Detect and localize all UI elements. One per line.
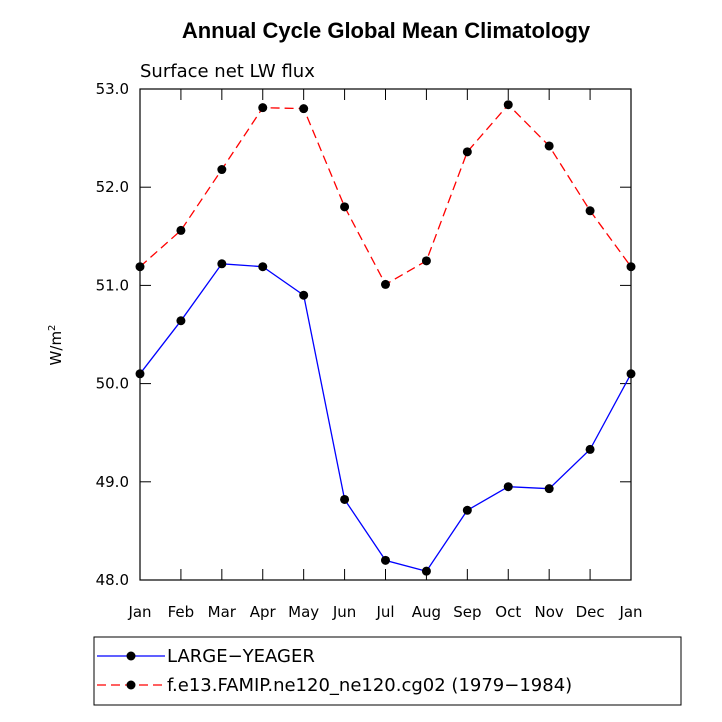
- plot-frame: [139, 88, 632, 581]
- chart-subtitle: Surface net LW flux: [140, 61, 315, 82]
- data-point: [135, 262, 145, 272]
- x-tick-label: Jan: [127, 603, 151, 621]
- data-point: [544, 484, 554, 494]
- data-point: [381, 279, 390, 289]
- legend-label-large-yeager: LARGE−YEAGER: [167, 646, 315, 667]
- data-point: [258, 262, 268, 272]
- y-tick-label: 53.0: [96, 80, 129, 98]
- x-tick-label: Dec: [576, 603, 605, 621]
- legend-marker-large-yeager: [126, 651, 136, 661]
- x-tick-label: May: [288, 603, 319, 621]
- y-tick-label: 48.0: [96, 571, 129, 589]
- data-point: [258, 103, 268, 113]
- data-point: [381, 555, 390, 565]
- data-point: [340, 202, 350, 212]
- x-tick-label: Apr: [250, 603, 277, 621]
- data-point: [299, 290, 309, 300]
- y-axis-label: W/m2: [47, 325, 65, 366]
- data-point: [421, 566, 431, 576]
- x-tick-label: Feb: [168, 603, 195, 621]
- x-tick-label: Aug: [412, 603, 441, 621]
- y-axis-label-superscript: 2: [47, 325, 58, 331]
- data-point: [340, 494, 350, 504]
- y-axis-label-unit: W/m: [47, 331, 65, 366]
- legend-label-famip: f.e13.FAMIP.ne120_ne120.cg02 (1979−1984): [167, 675, 572, 696]
- data-point: [462, 505, 472, 515]
- data-point: [217, 259, 227, 269]
- data-point: [462, 147, 472, 157]
- x-tick-label: Jan: [618, 603, 642, 621]
- data-point: [176, 225, 186, 235]
- legend-box: [93, 636, 682, 706]
- data-point: [585, 444, 595, 454]
- y-tick-label: 51.0: [96, 276, 129, 294]
- data-point: [503, 100, 513, 110]
- data-point: [585, 206, 595, 216]
- x-tick-label: Mar: [208, 603, 237, 621]
- data-point: [421, 256, 431, 266]
- x-tick-label: Jul: [375, 603, 394, 621]
- x-tick-label: Jun: [332, 603, 356, 621]
- y-tick-label: 50.0: [96, 375, 129, 393]
- data-point: [217, 165, 227, 175]
- data-point: [176, 316, 186, 326]
- data-point: [544, 141, 554, 151]
- axis-ticks: Jan Feb Mar Apr May Jun Jul Aug Sep Oct Nov Dec Jan 4…: [96, 80, 643, 621]
- series-line-0: [139, 263, 632, 572]
- legend-marker-famip: [126, 680, 136, 690]
- data-point: [503, 482, 513, 492]
- x-tick-label: Oct: [495, 603, 521, 621]
- y-tick-label: 52.0: [96, 178, 129, 196]
- y-tick-label: 49.0: [96, 473, 129, 491]
- x-tick-label: Sep: [453, 603, 481, 621]
- series-line-1: [139, 103, 632, 286]
- x-tick-label: Nov: [535, 603, 564, 621]
- data-point: [135, 369, 145, 379]
- data-point: [299, 104, 309, 114]
- data-point: [626, 262, 636, 272]
- chart-title: Annual Cycle Global Mean Climatology: [182, 18, 591, 43]
- data-point: [626, 369, 636, 379]
- series-group: [135, 100, 636, 576]
